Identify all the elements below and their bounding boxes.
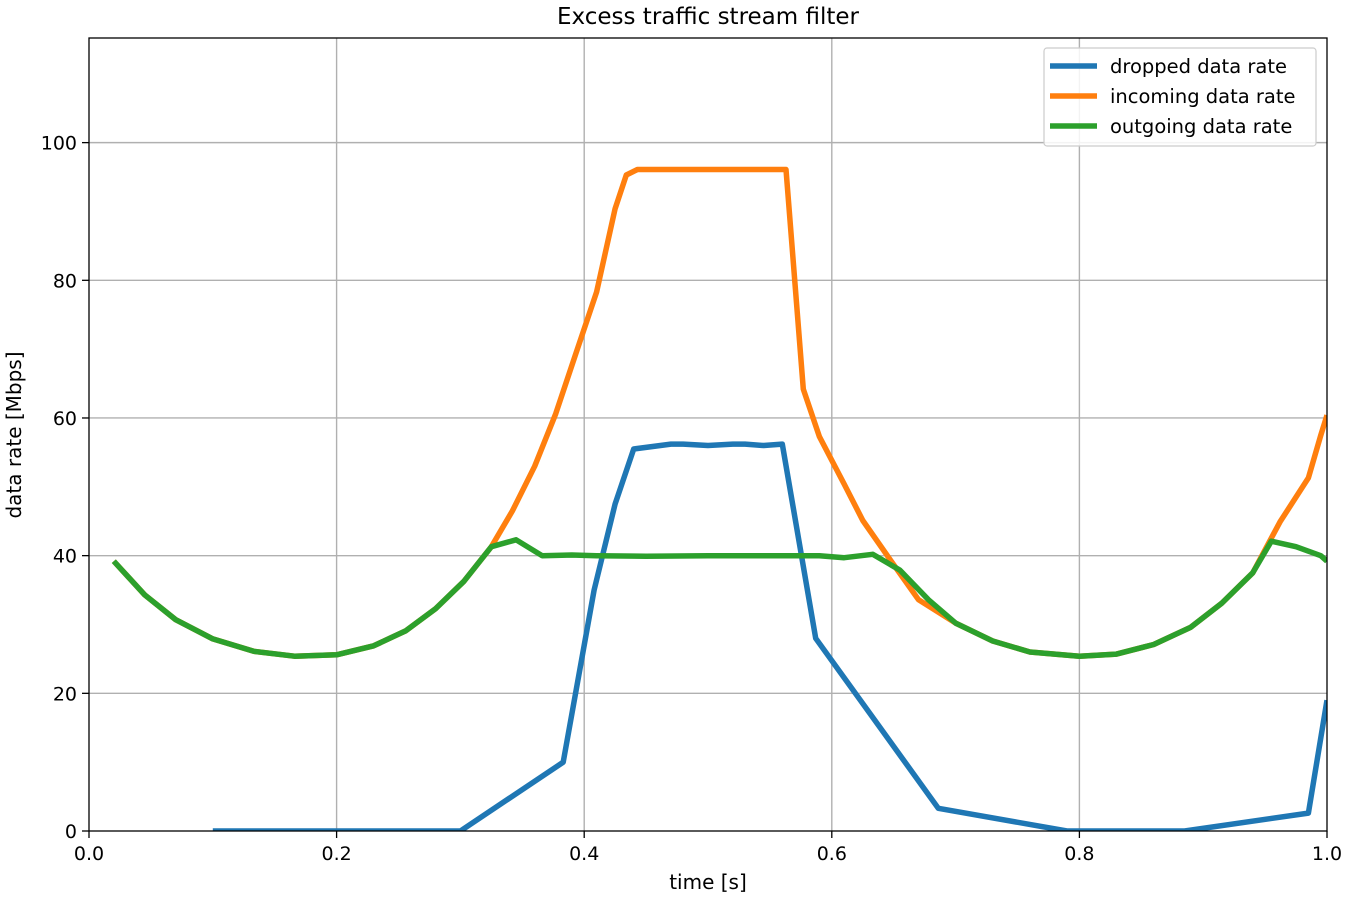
legend-label-incoming: incoming data rate bbox=[1110, 85, 1296, 108]
legend: dropped data rate incoming data rate out… bbox=[1043, 47, 1317, 147]
x-tick-label: 0.4 bbox=[569, 843, 599, 865]
plot-frame bbox=[88, 37, 1328, 832]
legend-label-outgoing: outgoing data rate bbox=[1110, 115, 1292, 138]
y-tick-label: 20 bbox=[53, 683, 77, 705]
series-line-outgoing bbox=[111, 537, 1327, 659]
series-lines bbox=[111, 166, 1327, 831]
y-tick-label: 80 bbox=[53, 270, 77, 292]
y-tick-label: 100 bbox=[41, 133, 77, 155]
y-tick-label: 40 bbox=[53, 546, 77, 568]
x-tick-label: 0.0 bbox=[74, 843, 104, 865]
legend-box bbox=[1043, 47, 1317, 147]
y-tick-label: 0 bbox=[65, 821, 77, 843]
y-axis-label: data rate [Mbps] bbox=[2, 351, 26, 518]
chart-title: Excess traffic stream filter bbox=[557, 4, 860, 30]
y-tick-label: 60 bbox=[53, 408, 77, 430]
x-tick-label: 1.0 bbox=[1312, 843, 1342, 865]
series-line-dropped bbox=[212, 441, 1327, 831]
x-tick-label: 0.6 bbox=[817, 843, 847, 865]
legend-label-dropped: dropped data rate bbox=[1110, 55, 1287, 78]
x-axis-label: time [s] bbox=[669, 870, 747, 894]
x-tick-label: 0.8 bbox=[1064, 843, 1094, 865]
axis-ticks: 0.0 0.2 0.4 0.6 0.8 1.0 0 20 40 60 80 100 bbox=[41, 133, 1342, 865]
x-tick-label: 0.2 bbox=[321, 843, 351, 865]
